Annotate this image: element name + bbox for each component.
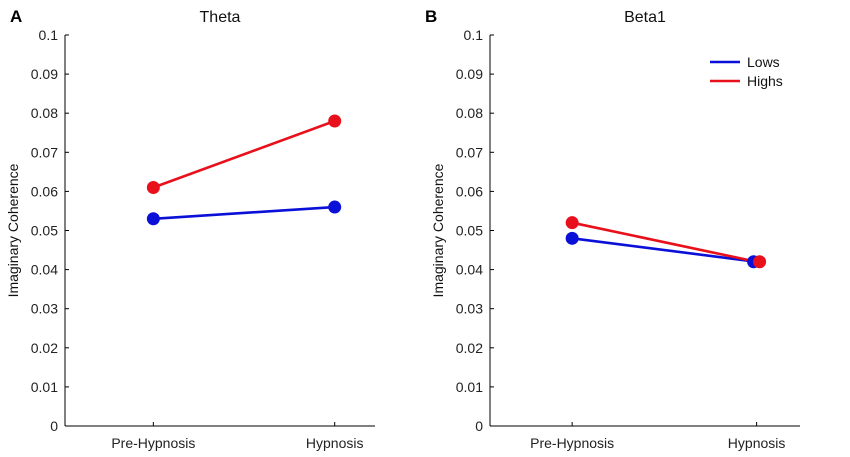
series-line-lows bbox=[571, 237, 757, 264]
y-tick-label: 0.09 bbox=[31, 66, 58, 82]
chart-title: Beta1 bbox=[624, 9, 666, 26]
y-axis-label: Imaginary Coherence bbox=[430, 163, 446, 297]
y-tick-label: 0.1 bbox=[464, 27, 484, 43]
x-tick-label: Pre-Hypnosis bbox=[530, 435, 614, 451]
y-tick-label: 0.06 bbox=[31, 183, 58, 199]
x-tick-label: Pre-Hypnosis bbox=[111, 435, 195, 451]
data-point-highs bbox=[328, 114, 342, 128]
legend-label-lows: Lows bbox=[747, 54, 780, 70]
y-tick-label: 0.03 bbox=[31, 301, 58, 317]
chart-panel-b: 0 0.01 0.02 0.03 0.04 0.05 0.06 0.07 0.08 0.09 0.1… bbox=[425, 7, 800, 451]
y-tick-label: 0.03 bbox=[456, 301, 483, 317]
series-line-highs bbox=[152, 119, 336, 189]
y-tick-label: 0.08 bbox=[31, 105, 58, 121]
data-point-lows bbox=[565, 231, 579, 245]
y-tick-label: 0.1 bbox=[39, 27, 59, 43]
legend-label-highs: Highs bbox=[747, 73, 783, 89]
y-tick-label: 0.02 bbox=[456, 340, 483, 356]
data-point-lows bbox=[146, 212, 160, 226]
y-tick-label: 0.09 bbox=[456, 66, 483, 82]
y-tick-label: 0 bbox=[475, 418, 483, 434]
y-tick-label: 0.01 bbox=[456, 379, 483, 395]
x-tick-label: Hypnosis bbox=[306, 435, 364, 451]
y-tick-label: 0.07 bbox=[456, 144, 483, 160]
data-point-highs bbox=[753, 255, 767, 269]
y-tick-label: 0.02 bbox=[31, 340, 58, 356]
y-axis-label: Imaginary Coherence bbox=[5, 163, 21, 297]
data-point-highs bbox=[146, 180, 160, 194]
y-tick-label: 0.04 bbox=[31, 262, 58, 278]
chart-panel-a: 0 0.01 0.02 0.03 0.04 0.05 0.06 0.07 0.08 0.09 0.1… bbox=[5, 7, 375, 451]
y-tick-label: 0 bbox=[50, 418, 58, 434]
chart-title: Theta bbox=[200, 9, 241, 26]
y-tick-label: 0.06 bbox=[456, 183, 483, 199]
series-line-highs bbox=[571, 221, 757, 264]
y-tick-label: 0.07 bbox=[31, 144, 58, 160]
panel-label: B bbox=[425, 7, 437, 26]
panel-label: A bbox=[10, 7, 22, 26]
y-tick-label: 0.05 bbox=[456, 223, 483, 239]
y-tick-label: 0.05 bbox=[31, 223, 58, 239]
series-line-lows bbox=[153, 205, 335, 221]
x-tick-label: Hypnosis bbox=[728, 435, 786, 451]
y-tick-label: 0.08 bbox=[456, 105, 483, 121]
y-tick-label: 0.04 bbox=[456, 262, 483, 278]
y-tick-label: 0.01 bbox=[31, 379, 58, 395]
data-point-lows bbox=[328, 200, 342, 214]
data-point-highs bbox=[565, 216, 579, 230]
